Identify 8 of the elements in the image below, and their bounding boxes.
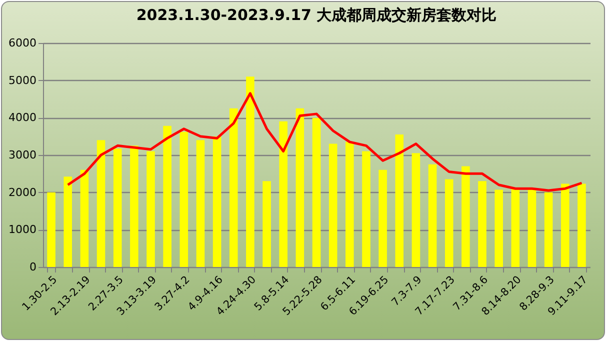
chart-title: 2023.1.30-2023.9.17 大成都周成交新房套数对比	[136, 6, 497, 24]
y-tick-label: 1000	[8, 223, 36, 236]
y-tick-label: 6000	[8, 36, 36, 50]
y-tick-label: 4000	[8, 111, 36, 124]
y-tick-label: 2000	[8, 186, 36, 199]
y-tick-label: 3000	[8, 148, 36, 162]
y-tick-label: 0	[30, 260, 36, 274]
y-tick-label: 5000	[8, 74, 36, 87]
